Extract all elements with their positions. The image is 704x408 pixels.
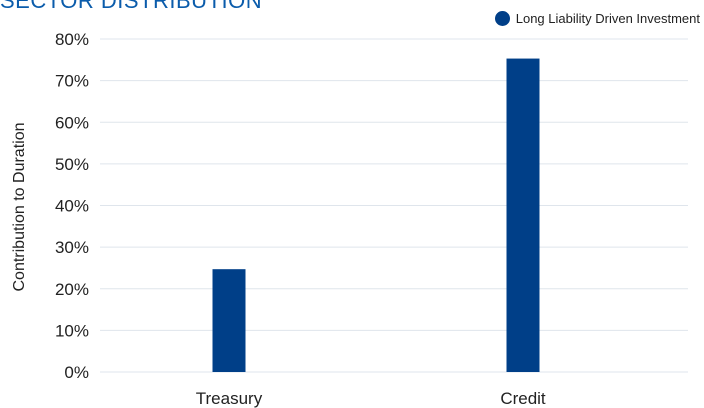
category-labels: Treasury Credit	[196, 389, 546, 408]
y-tick-label: 70%	[55, 72, 89, 91]
gridlines	[100, 38, 688, 373]
chart-title: SECTOR DISTRIBUTION	[0, 0, 263, 13]
y-tick-label: 30%	[55, 238, 89, 257]
bar-treasury	[212, 269, 246, 372]
y-tick-labels: 0% 10% 20% 30% 40% 50% 60% 70% 80%	[55, 30, 89, 382]
legend-label: Long Liability Driven Investment	[515, 11, 700, 26]
x-category-label: Treasury	[196, 389, 263, 408]
x-category-label: Credit	[500, 389, 546, 408]
y-tick-label: 60%	[55, 113, 89, 132]
y-tick-label: 80%	[55, 30, 89, 49]
bar-credit	[506, 58, 540, 372]
y-tick-label: 10%	[55, 321, 89, 340]
bars	[212, 58, 540, 372]
legend-swatch-icon	[494, 11, 510, 26]
y-tick-label: 20%	[55, 280, 89, 299]
y-tick-label: 50%	[55, 155, 89, 174]
y-tick-label: 40%	[55, 197, 89, 216]
y-tick-label: 0%	[64, 363, 89, 382]
legend: Long Liability Driven Investment	[494, 11, 700, 26]
